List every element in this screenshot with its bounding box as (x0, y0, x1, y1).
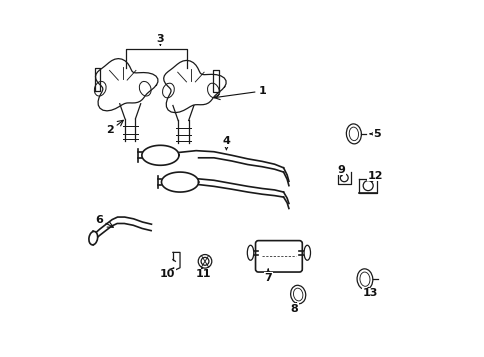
Ellipse shape (303, 245, 310, 260)
Ellipse shape (359, 272, 369, 286)
Ellipse shape (340, 174, 348, 182)
Ellipse shape (94, 81, 106, 96)
Text: 7: 7 (264, 269, 272, 283)
Text: 6: 6 (95, 215, 113, 227)
Text: 11: 11 (195, 268, 211, 279)
Text: 8: 8 (290, 303, 298, 314)
Text: 12: 12 (367, 171, 382, 182)
Text: 5: 5 (369, 129, 380, 139)
Ellipse shape (356, 269, 372, 290)
Text: 2: 2 (106, 120, 123, 135)
Text: 1: 1 (214, 86, 265, 100)
Ellipse shape (207, 83, 219, 98)
Ellipse shape (293, 288, 302, 301)
Ellipse shape (201, 257, 209, 265)
Ellipse shape (290, 285, 305, 304)
Ellipse shape (198, 255, 212, 268)
Text: 13: 13 (362, 287, 377, 298)
Text: 3: 3 (156, 34, 164, 45)
Text: 4: 4 (222, 136, 230, 150)
Text: 9: 9 (337, 165, 345, 176)
Text: 10: 10 (160, 268, 175, 279)
Ellipse shape (162, 83, 174, 98)
Ellipse shape (247, 245, 253, 260)
Ellipse shape (346, 124, 361, 144)
Ellipse shape (139, 81, 151, 96)
Ellipse shape (363, 181, 372, 191)
Ellipse shape (89, 231, 97, 245)
Ellipse shape (348, 127, 358, 141)
FancyBboxPatch shape (255, 241, 302, 272)
